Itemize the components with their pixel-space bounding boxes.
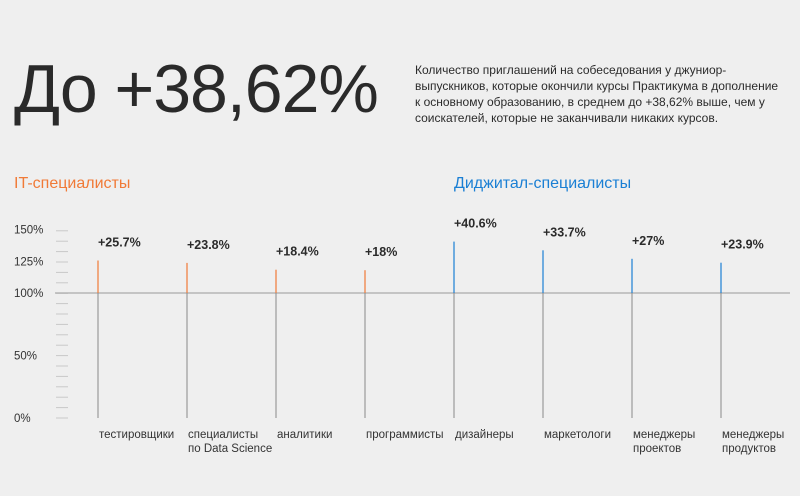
category-label-line: дизайнеры (455, 429, 514, 441)
category-label-line: программисты (366, 429, 444, 441)
category-label-line: продуктов (722, 443, 776, 455)
category-label: менеджеры продуктов (722, 429, 784, 455)
data-label: +23.8% (187, 238, 230, 252)
category-label: специалисты по Data Science (188, 429, 272, 455)
category-label: маркетологи (544, 429, 611, 441)
category-label-line: аналитики (277, 429, 332, 441)
category-label-line: менеджеры (722, 429, 784, 441)
data-label: +18% (365, 245, 397, 259)
category-label-line: менеджеры (633, 429, 695, 441)
data-label: +25.7% (98, 236, 141, 250)
y-tick-label: 0% (14, 413, 31, 425)
category-label: менеджеры проектов (633, 429, 695, 455)
category-label: дизайнеры (455, 429, 514, 441)
category-label-line: по Data Science (188, 443, 272, 455)
data-label: +18.4% (276, 245, 319, 259)
y-tick-label: 50% (14, 351, 37, 363)
category-label-line: проектов (633, 443, 681, 455)
category-label-line: маркетологи (544, 429, 611, 441)
y-tick-label: 150% (14, 225, 43, 237)
data-label: +40.6% (454, 217, 497, 231)
group-title-it: IT-специалисты (14, 175, 131, 192)
category-label: аналитики (277, 429, 332, 441)
data-label: +27% (632, 234, 664, 248)
data-label: +33.7% (543, 225, 586, 239)
description-text: Количество приглашений на собеседования … (415, 63, 779, 125)
page-headline: До +38,62% (14, 51, 379, 127)
category-label-line: специалисты (188, 429, 258, 441)
group-title-digital: Диджитал-специалисты (454, 175, 632, 192)
category-label: программисты (366, 429, 444, 441)
data-label: +23.9% (721, 238, 764, 252)
y-tick-label: 125% (14, 256, 43, 268)
category-label: тестировщики (99, 429, 174, 441)
category-label-line: тестировщики (99, 429, 174, 441)
y-tick-label: 100% (14, 288, 43, 300)
